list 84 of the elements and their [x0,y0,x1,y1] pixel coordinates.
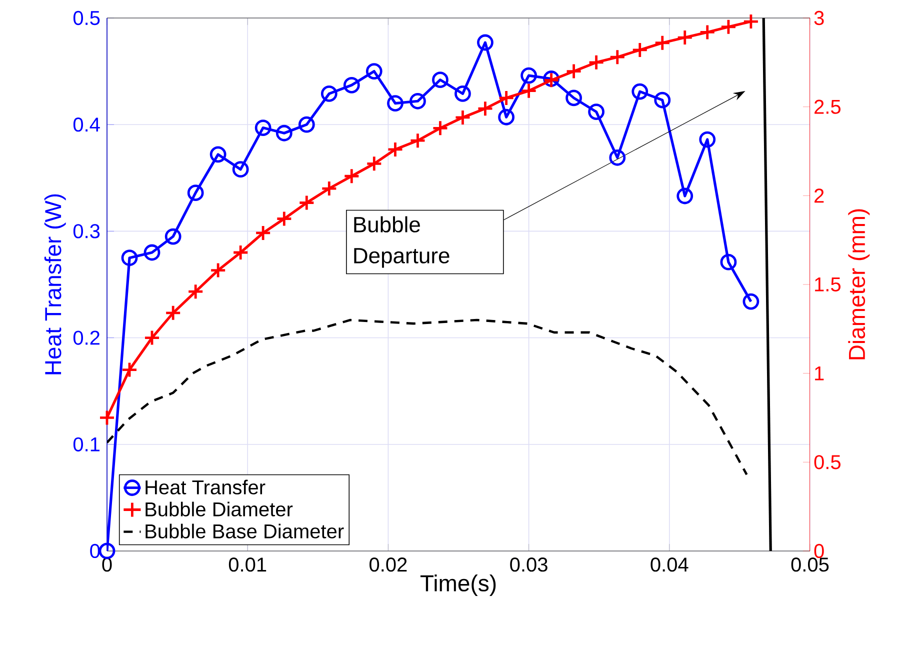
y2-tick-label: 2 [814,188,824,203]
point [454,85,471,102]
point [720,18,737,36]
point [121,250,138,266]
point [187,283,204,300]
legend-label: Bubble Base Diameter [146,524,344,538]
point [410,92,426,110]
y-axis-title: Heat Transfer (W) [44,194,66,374]
point [454,109,471,126]
point [566,90,582,106]
point [742,293,760,310]
point [343,76,360,94]
point [320,180,338,197]
point [477,34,494,51]
y2-tick-label: 1.5 [815,278,840,292]
y2-tick-label: 0 [814,544,824,558]
legend-label: Bubble Diameter [146,502,293,516]
point [210,262,226,278]
annotation: Bubble Departure [354,216,450,268]
point [632,83,648,100]
y-tick-label: 0.5 [73,10,100,26]
point [187,184,204,202]
point [144,330,160,346]
point [432,120,448,136]
point [477,100,494,117]
point [410,132,426,149]
y-tick-label: 0.2 [73,330,100,345]
point [98,542,116,560]
point [254,120,272,136]
x-tick-label: 0.05 [791,558,829,572]
point [276,210,292,227]
point [520,82,537,100]
point [366,155,382,172]
point [343,168,360,184]
point [742,13,760,30]
point [632,42,648,58]
point [121,362,138,378]
point [298,116,315,133]
point [98,410,116,426]
point [232,244,249,261]
point [676,188,694,204]
point [676,29,694,46]
point [366,63,382,80]
line-series [107,318,748,476]
point [432,72,448,88]
point [144,244,160,261]
point [699,131,716,148]
point [232,161,249,178]
y-tick-label: 0.3 [73,224,100,238]
point [254,224,272,242]
point [320,85,338,102]
point [720,254,737,270]
point [164,228,182,245]
point [588,104,604,120]
y-tick-label: 0.4 [73,118,100,132]
y-tick-label: 0 [90,544,100,558]
point [699,24,716,40]
y2-tick-label: 0.5 [814,455,840,470]
point [387,95,404,112]
point [609,48,626,66]
y2-tick-label: 2.5 [814,100,840,114]
point [566,63,582,80]
legend-label: Heat Transfer [146,480,266,494]
point [654,34,671,52]
point [520,67,537,84]
point [498,108,515,126]
point [298,194,315,211]
x-tick-label: 0.01 [228,558,266,572]
point [609,149,626,166]
x-axis-title: Time(s) [420,574,496,596]
x-tick-label: 0.02 [370,558,407,572]
x-tick-label: 0.03 [510,558,548,572]
x-tick-label: 0.04 [650,558,688,572]
y2-tick-label: 1 [815,366,824,380]
point [588,54,604,71]
y2-tick-label: 3 [814,10,824,26]
point [387,141,404,158]
point [210,146,226,163]
y-tick-label: 0.1 [73,437,100,452]
point [164,304,182,322]
point [276,124,292,142]
y2-axis-title: Diameter (mm) [848,209,870,360]
point [654,92,671,108]
point [498,90,515,106]
